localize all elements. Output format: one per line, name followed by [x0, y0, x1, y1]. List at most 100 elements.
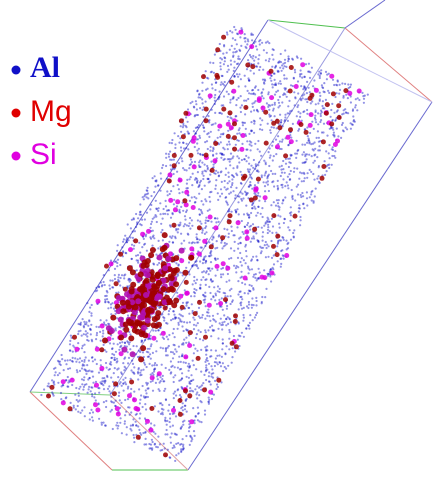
al-atom	[124, 377, 126, 379]
al-atom	[300, 85, 302, 87]
al-atom	[175, 237, 177, 239]
al-atom	[193, 106, 195, 108]
al-atom	[197, 152, 199, 154]
al-atom	[209, 174, 211, 176]
al-atom	[189, 444, 191, 446]
al-atom	[117, 276, 119, 278]
al-atom	[277, 187, 279, 189]
al-atom	[198, 148, 200, 150]
si-atom	[96, 299, 101, 304]
al-atom	[193, 196, 195, 198]
al-atom	[219, 152, 221, 154]
al-atom	[172, 185, 174, 187]
al-atom	[249, 54, 251, 56]
al-atom	[253, 274, 255, 276]
al-atom	[282, 160, 284, 162]
al-atom	[288, 112, 290, 114]
al-atom	[124, 420, 126, 422]
al-atom	[52, 393, 54, 395]
mg-atom	[221, 107, 226, 112]
al-atom	[293, 167, 295, 169]
al-atom	[221, 328, 223, 330]
mg-atom	[216, 378, 221, 383]
al-atom	[208, 196, 210, 198]
si-atom	[109, 261, 114, 266]
al-atom	[215, 275, 217, 277]
al-atom	[294, 104, 296, 106]
al-atom	[176, 292, 178, 294]
al-atom	[319, 121, 321, 123]
al-atom	[233, 67, 235, 69]
al-atom	[249, 229, 251, 231]
al-atom	[127, 239, 129, 241]
al-atom	[291, 58, 293, 60]
al-atom	[119, 342, 121, 344]
al-atom	[262, 236, 264, 238]
al-atom	[201, 212, 203, 214]
al-atom	[244, 158, 246, 160]
al-atom	[117, 376, 119, 378]
al-atom	[241, 104, 243, 106]
al-atom	[208, 375, 210, 377]
al-atom	[111, 348, 113, 350]
al-atom	[240, 301, 242, 303]
al-atom	[249, 168, 251, 170]
al-atom	[69, 340, 71, 342]
al-atom	[290, 170, 292, 172]
al-atom	[254, 100, 256, 102]
al-atom	[278, 60, 280, 62]
al-atom	[237, 339, 239, 341]
al-atom	[170, 217, 172, 219]
al-atom	[244, 226, 246, 228]
al-atom	[328, 73, 330, 75]
mg-atom	[134, 329, 140, 335]
al-atom	[237, 150, 239, 152]
al-atom	[297, 193, 299, 195]
al-atom	[306, 191, 308, 193]
mg-atom	[289, 65, 294, 70]
al-atom	[308, 154, 310, 156]
al-atom	[272, 109, 274, 111]
al-atom	[164, 447, 166, 449]
al-atom	[169, 142, 171, 144]
al-atom	[146, 250, 148, 252]
al-atom	[132, 231, 134, 233]
al-atom	[232, 96, 234, 98]
al-atom	[150, 447, 152, 449]
al-atom	[332, 149, 334, 151]
al-atom	[208, 255, 210, 257]
al-atom	[216, 383, 218, 385]
al-atom	[294, 199, 296, 201]
al-atom	[262, 231, 264, 233]
al-atom	[152, 218, 154, 220]
al-atom	[257, 148, 259, 150]
al-atom	[48, 383, 50, 385]
al-atom	[232, 167, 234, 169]
al-atom	[226, 71, 228, 73]
al-atom	[232, 155, 234, 157]
al-atom	[215, 259, 217, 261]
si-atom	[213, 225, 218, 230]
mg-atom	[187, 393, 192, 398]
al-atom	[316, 178, 318, 180]
al-atom	[279, 227, 281, 229]
al-atom	[222, 133, 224, 135]
al-atom	[189, 200, 191, 202]
al-atom	[328, 167, 330, 169]
al-atom	[161, 167, 163, 169]
al-atom	[179, 318, 181, 320]
al-atom	[217, 199, 219, 201]
al-atom	[319, 77, 321, 79]
al-atom	[340, 137, 342, 139]
al-atom	[300, 196, 302, 198]
al-atom	[196, 391, 198, 393]
al-atom	[238, 196, 240, 198]
al-atom	[61, 354, 63, 356]
al-atom	[331, 164, 333, 166]
mg-atom	[112, 391, 117, 396]
al-atom	[270, 80, 272, 82]
al-atom	[300, 219, 302, 221]
al-atom	[189, 390, 191, 392]
al-atom	[173, 159, 175, 161]
al-atom	[78, 395, 80, 397]
